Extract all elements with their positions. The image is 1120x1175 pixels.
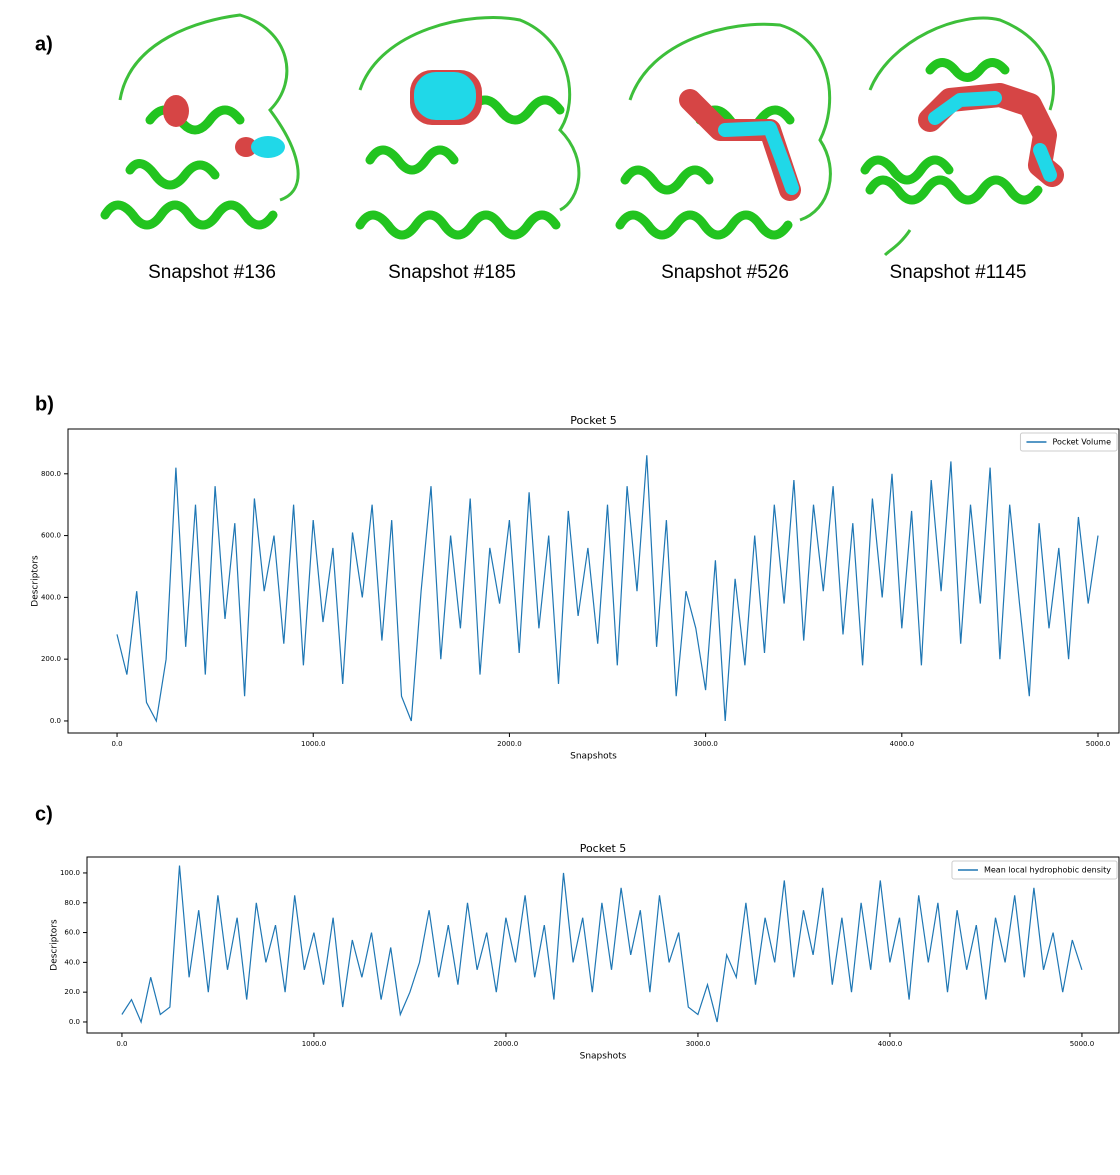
legend-label: Pocket Volume bbox=[1052, 438, 1111, 447]
x-tick-label: 5000.0 bbox=[1086, 740, 1111, 748]
x-tick-label: 0.0 bbox=[116, 1040, 127, 1048]
legend-box bbox=[1019, 432, 1118, 452]
x-tick-label: 3000.0 bbox=[686, 1040, 711, 1048]
x-tick-label: 0.0 bbox=[111, 740, 122, 748]
legend-box bbox=[951, 860, 1118, 880]
caption: Snapshot #1145 bbox=[890, 262, 1027, 283]
x-tick-label: 2000.0 bbox=[494, 1040, 519, 1048]
y-axis-label: Descriptors bbox=[31, 555, 41, 607]
y-tick-label: 0.0 bbox=[69, 1018, 80, 1026]
data-line bbox=[116, 455, 1099, 723]
legend: Pocket Volume bbox=[1019, 432, 1118, 452]
y-tick-label: 20.0 bbox=[64, 988, 80, 996]
x-tick-label: 1000.0 bbox=[301, 740, 326, 748]
caption: Snapshot #526 bbox=[661, 262, 789, 283]
x-tick-label: 4000.0 bbox=[890, 740, 915, 748]
panel-label: c) bbox=[35, 803, 53, 825]
y-tick-label: 800.0 bbox=[41, 470, 61, 478]
protein-1145 bbox=[860, 16, 1064, 257]
y-tick-label: 400.0 bbox=[41, 593, 61, 601]
x-axis-label: Snapshots bbox=[570, 752, 617, 762]
chart-title: Pocket 5 bbox=[570, 414, 617, 427]
y-axis-label: Descriptors bbox=[50, 919, 60, 971]
y-tick-label: 0.0 bbox=[50, 717, 61, 725]
panel-label: a) bbox=[35, 33, 53, 55]
y-tick-label: 100.0 bbox=[60, 869, 80, 877]
legend-label: Mean local hydrophobic density bbox=[984, 866, 1111, 875]
y-tick-label: 200.0 bbox=[41, 655, 61, 663]
protein-526 bbox=[615, 22, 832, 240]
x-tick-label: 2000.0 bbox=[497, 740, 522, 748]
axes-frame bbox=[86, 856, 1120, 1034]
y-tick-label: 600.0 bbox=[41, 532, 61, 540]
caption: Snapshot #136 bbox=[148, 262, 276, 283]
data-line bbox=[121, 865, 1083, 1024]
x-axis-label: Snapshots bbox=[580, 1052, 627, 1062]
y-tick-label: 80.0 bbox=[64, 899, 80, 907]
x-tick-label: 4000.0 bbox=[878, 1040, 903, 1048]
protein-185 bbox=[355, 16, 581, 240]
y-tick-label: 40.0 bbox=[64, 958, 80, 966]
protein-136 bbox=[100, 13, 300, 230]
panel-label: b) bbox=[35, 393, 54, 415]
y-tick-label: 60.0 bbox=[64, 929, 80, 937]
x-tick-label: 1000.0 bbox=[302, 1040, 327, 1048]
x-tick-label: 5000.0 bbox=[1070, 1040, 1095, 1048]
chart-title: Pocket 5 bbox=[580, 842, 627, 855]
caption: Snapshot #185 bbox=[388, 262, 516, 283]
x-tick-label: 3000.0 bbox=[693, 740, 718, 748]
legend: Mean local hydrophobic density bbox=[951, 860, 1118, 880]
axes-frame bbox=[67, 428, 1120, 734]
